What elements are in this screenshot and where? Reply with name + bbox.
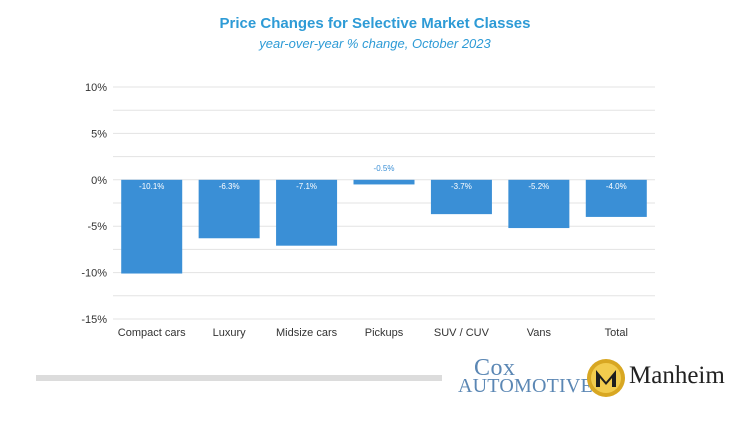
data-label: -10.1% <box>139 182 164 191</box>
x-tick-label: Pickups <box>365 327 404 339</box>
manheim-emblem-icon <box>587 359 625 397</box>
bar <box>585 179 647 217</box>
bar <box>198 179 260 239</box>
bar <box>353 179 415 185</box>
manheim-logo-text: Manheim <box>629 362 725 389</box>
x-tick-label: Vans <box>527 327 552 339</box>
data-label: -3.7% <box>451 182 472 191</box>
bar <box>121 179 183 274</box>
bar-chart: 10% 5% 0% -5% -10% -15% -10.1% Compact cars -6.3… <box>81 82 655 339</box>
manheim-logo: Manheim <box>586 358 736 402</box>
bar <box>430 179 492 215</box>
x-tick-label: Compact cars <box>118 327 186 339</box>
chart-subtitle: year-over-year % change, October 2023 <box>259 36 491 51</box>
cox-logo-text: Cox <box>474 355 516 381</box>
data-label: -0.5% <box>374 164 395 173</box>
bar <box>276 179 338 246</box>
data-label: -7.1% <box>296 182 317 191</box>
y-tick-label: 0% <box>91 175 107 187</box>
footer-divider <box>36 375 442 381</box>
y-tick-label: 5% <box>91 128 107 140</box>
y-tick-label: 10% <box>85 82 107 94</box>
data-label: -4.0% <box>606 182 627 191</box>
x-tick-label: Midsize cars <box>276 327 338 339</box>
cox-automotive-logo: Cox AUTOMOTIVE <box>458 355 593 402</box>
chart-title: Price Changes for Selective Market Class… <box>219 15 531 32</box>
data-label: -6.3% <box>219 182 240 191</box>
y-tick-label: -15% <box>81 314 107 326</box>
data-label: -5.2% <box>528 182 549 191</box>
x-tick-label: Luxury <box>213 327 247 339</box>
automotive-logo-text: AUTOMOTIVE <box>458 375 593 397</box>
x-tick-label: SUV / CUV <box>434 327 490 339</box>
y-tick-label: -5% <box>87 221 107 233</box>
y-tick-label: -10% <box>81 268 107 280</box>
x-tick-label: Total <box>605 327 628 339</box>
bar <box>508 179 570 229</box>
